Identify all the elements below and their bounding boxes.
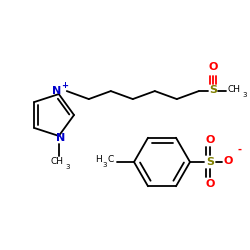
Text: S: S (209, 85, 217, 95)
Text: H: H (94, 156, 102, 164)
Text: O: O (208, 62, 218, 72)
Text: 3: 3 (66, 164, 70, 170)
Text: -: - (238, 145, 242, 155)
Text: O: O (205, 135, 215, 145)
Text: O: O (223, 156, 233, 166)
Text: N: N (52, 86, 62, 96)
Text: 3: 3 (103, 162, 107, 168)
Text: O: O (205, 179, 215, 189)
Text: C: C (108, 156, 114, 164)
Text: S: S (206, 157, 214, 167)
Text: +: + (61, 80, 68, 90)
Text: CH: CH (227, 84, 240, 94)
Text: 3: 3 (242, 92, 247, 98)
Text: CH: CH (50, 158, 63, 166)
Text: N: N (56, 133, 66, 143)
